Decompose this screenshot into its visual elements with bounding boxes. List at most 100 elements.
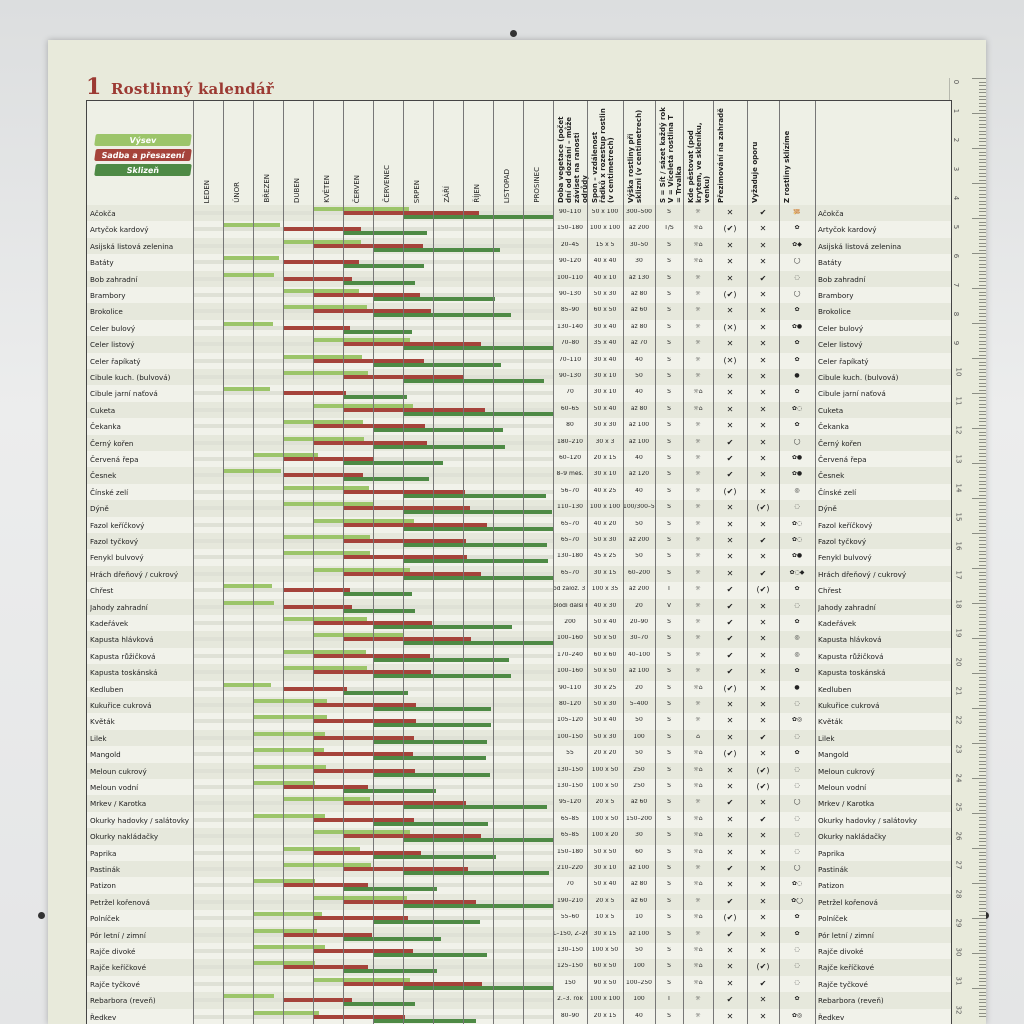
cell-opora: ✕ [759, 225, 767, 234]
harvest-bar [343, 969, 437, 974]
cell-skliz: ✿◌◆ [789, 569, 805, 576]
ruler-tick [979, 239, 986, 240]
plant-name-right: Černý kořen [818, 438, 862, 448]
cell-kde: ☼ [695, 340, 701, 347]
cell-vyska: 30–50 [629, 241, 649, 248]
plant-name: Celer řapíkatý [90, 356, 141, 366]
cell-vyska: 40 [635, 487, 643, 494]
cell-zima: ✕ [726, 832, 734, 841]
ruler-tick [979, 571, 986, 573]
cell-opora: ✕ [759, 241, 767, 250]
harvest-bar [373, 297, 496, 301]
ruler-tick [979, 197, 986, 198]
cell-veg: 95–120 [558, 799, 582, 806]
ruler-tick [972, 953, 986, 954]
sow-bar [283, 551, 371, 556]
cell-opora: ✕ [759, 897, 767, 906]
cell-zima: ✕ [726, 241, 734, 250]
ruler-tick [979, 165, 986, 167]
cell-opora: ✕ [759, 455, 767, 463]
plant-bar [313, 752, 413, 757]
plant-name-right: Brambory [818, 291, 854, 300]
cell-kde: ☼⌂ [693, 881, 703, 888]
cell-kde: ☼ [695, 487, 701, 494]
plant-name-right: Asijská listová zelenina [818, 241, 902, 251]
cell-opora: ✕ [759, 340, 767, 349]
ruler-tick [979, 522, 986, 524]
sow-bar [283, 846, 360, 851]
ruler-tick [979, 907, 986, 909]
cell-skliz: ✿◌ [791, 405, 803, 412]
sow-bar [283, 354, 362, 359]
cell-kde: ☼ [695, 356, 701, 363]
ruler-tick [979, 809, 986, 811]
ruler-tick [979, 977, 986, 979]
ruler-tick [979, 515, 986, 517]
cell-kde: ☼⌂ [693, 963, 703, 970]
plant-name: Rajče tyčkové [90, 979, 140, 989]
cell-vyska: 250 [633, 783, 645, 789]
plant-name: Asijská listová zelenina [90, 241, 174, 251]
ruler-tick [979, 631, 986, 632]
ruler-tick [979, 963, 986, 965]
cell-typ: S [667, 832, 671, 839]
plant-name-right: Ačokča [818, 209, 844, 218]
cell-vyska: 100 [633, 733, 645, 740]
harvest-bar [403, 903, 553, 908]
plant-name: Brokolice [90, 307, 123, 317]
ruler-tick [979, 760, 986, 762]
sow-bar [313, 207, 409, 211]
ruler-tick [979, 592, 986, 594]
cell-zima: ✔ [726, 619, 734, 627]
cell-zima: ✕ [726, 815, 734, 824]
cell-vyska: až 80 [630, 405, 648, 412]
cell-opora: (✔) [756, 963, 770, 972]
ruler-tick [979, 466, 986, 468]
cell-opora: ✕ [759, 930, 767, 939]
cell-typ: S [667, 865, 671, 871]
ruler-tick [979, 662, 986, 664]
plant-name: Hrách dřeňový / cukrový [90, 569, 179, 579]
cell-zima: ✕ [726, 504, 734, 513]
cell-kde: ☼⌂ [693, 766, 703, 773]
cell-veg: 100–150 [557, 733, 583, 740]
cell-spon: 30 x 15 [593, 569, 617, 576]
ruler-tick [979, 526, 986, 527]
cell-typ: S [667, 783, 671, 789]
plant-name: Cibule kuch. (bulvová) [90, 373, 171, 382]
plant-bar [313, 440, 427, 445]
cell-spon: 50 x 30 [593, 537, 617, 543]
cell-vyska: 60 [635, 848, 643, 855]
cell-skliz: ◯ [793, 258, 801, 265]
sow-bar [283, 289, 360, 293]
grid-line [223, 101, 224, 1024]
plant-bar [313, 293, 420, 297]
cell-zima: ✕ [726, 733, 734, 742]
sow-bar [223, 994, 274, 999]
plant-name-right: Batáty [818, 258, 842, 268]
harvest-bar [373, 657, 509, 662]
cell-kde: ☼⌂ [693, 914, 703, 921]
plant-name-right: Rebarbora (reveň) [818, 996, 884, 1006]
ruler-number: 30 [954, 947, 963, 957]
cell-vyska: 50 [635, 947, 643, 953]
ruler-tick [979, 1005, 986, 1007]
cell-veg: 55 [566, 750, 574, 757]
chapter-number: 1 [86, 74, 102, 100]
cell-veg: 70–80 [560, 340, 580, 347]
cell-zima: ✕ [726, 537, 734, 545]
harvest-bar [373, 854, 497, 859]
ruler-tick [979, 823, 986, 825]
cell-spon: 20 x 20 [593, 750, 617, 757]
plant-name-right: Pastinák [818, 865, 849, 874]
ruler-tick [979, 641, 986, 643]
cell-opora: ✕ [759, 996, 767, 1005]
ruler-tick [972, 533, 986, 534]
month-header: BŘEZEN [263, 174, 271, 203]
cell-skliz: ◌ [794, 783, 800, 789]
ruler-tick [979, 932, 986, 933]
ruler-tick [979, 109, 986, 111]
plant-name-right: Polníček [818, 914, 848, 924]
ruler-tick [979, 946, 986, 947]
cell-kde: ☼ [695, 323, 701, 330]
